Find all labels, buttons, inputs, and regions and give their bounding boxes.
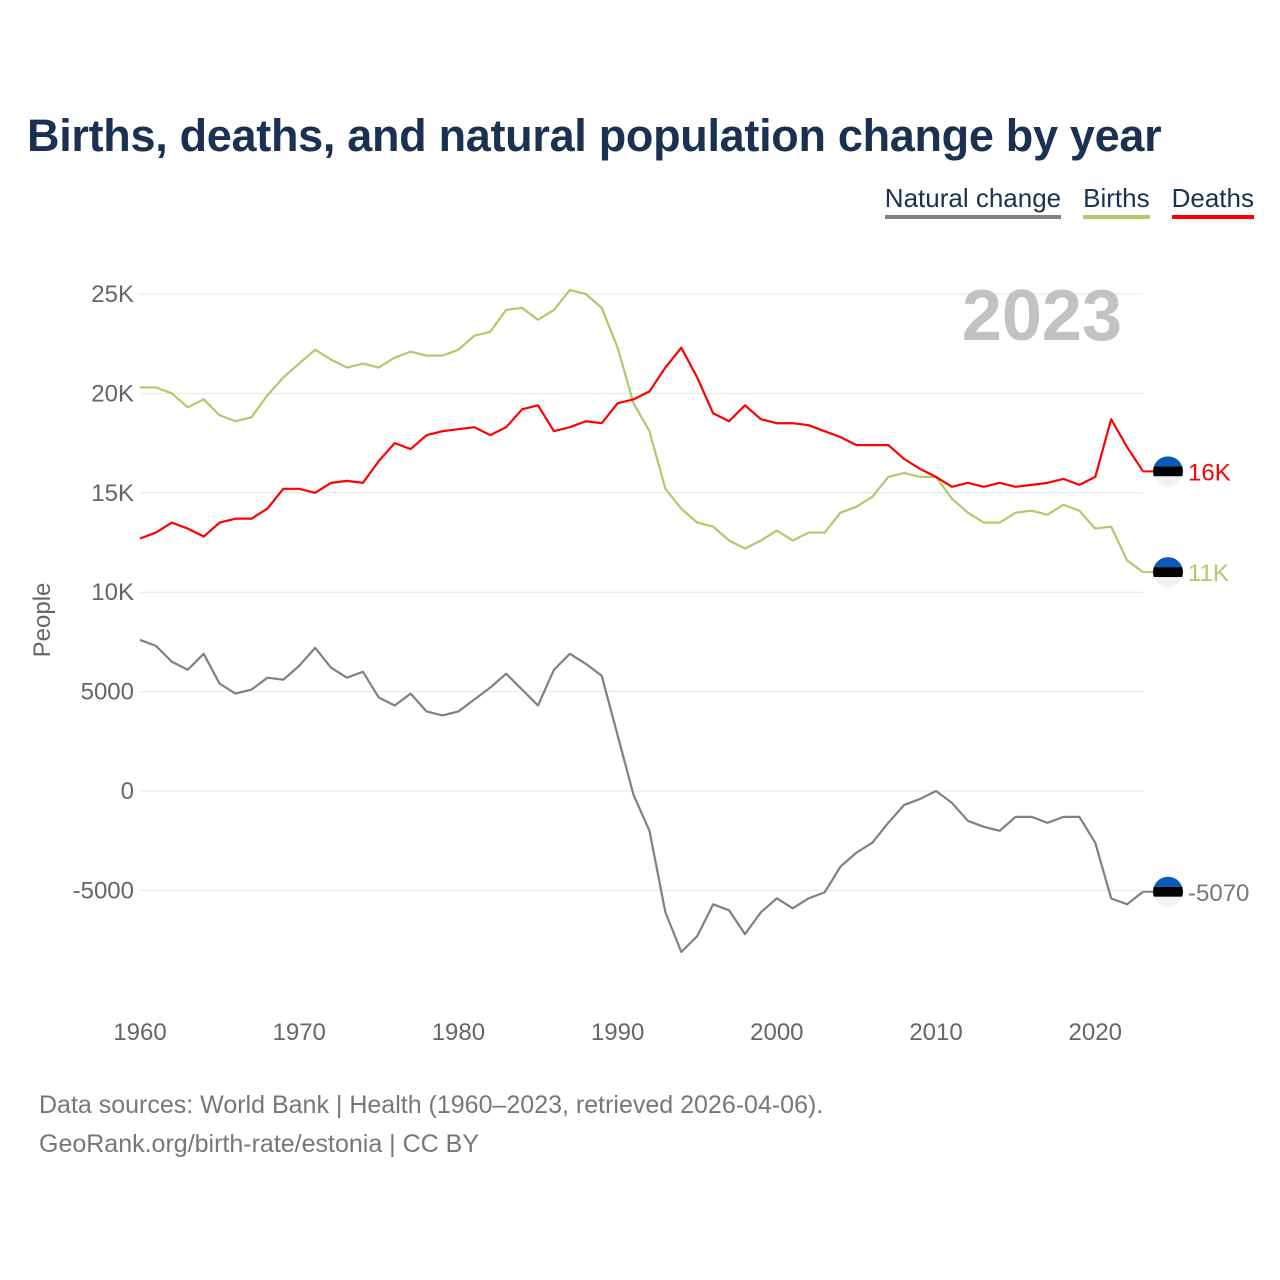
series-end-markers: -5070 11K 16K [1143,456,1249,907]
x-ticks: 1960 1970 1980 1990 2000 2010 2020 [113,1019,1122,1046]
footer: Data sources: World Bank | Health (1960–… [39,1086,823,1164]
end-label-births: 11K [1188,560,1229,587]
estonia-flag-icon [1153,456,1183,487]
x-tick-label: 1990 [591,1019,644,1046]
x-tick-label: 2000 [750,1019,803,1046]
flag-stripe [1153,466,1183,477]
x-tick-label: 1960 [113,1019,166,1046]
estonia-flag-icon [1153,557,1183,588]
chart-title: Births, deaths, and natural population c… [27,110,1162,161]
flag-stripe [1153,896,1183,907]
flag-stripe [1153,577,1183,588]
y-ticks: 25K 20K 15K 10K 5000 0 -5000 [73,281,134,904]
x-tick-label: 1970 [273,1019,326,1046]
gridlines [140,293,1143,891]
y-axis-label: People [29,583,56,658]
y-tick-label: 20K [91,380,134,407]
legend-deaths[interactable]: Deaths [1171,183,1254,219]
legend-natural-change[interactable]: Natural change [884,183,1062,219]
current-year-label: 2023 [962,276,1122,356]
y-tick-label: 15K [91,480,134,507]
line-deaths [139,346,1144,540]
flag-stripe [1153,876,1183,887]
legend: Natural change Births Deaths [884,183,1254,219]
flag-stripe [1153,567,1183,578]
y-tick-label: 0 [121,778,134,805]
estonia-flag-icon [1153,876,1183,907]
data-source-text: Data sources: World Bank | Health (1960–… [39,1091,824,1119]
flag-stripe [1153,456,1183,467]
line-natural-change [139,638,1144,954]
line-births [140,288,1144,574]
end-label-deaths: 16K [1188,459,1231,486]
x-tick-label: 1980 [432,1019,485,1046]
x-tick-label: 2020 [1069,1019,1122,1046]
y-tick-label: 25K [91,281,134,308]
y-tick-label: -5000 [73,877,134,904]
flag-stripe [1153,886,1183,897]
legend-births[interactable]: Births [1083,183,1150,219]
series-lines [139,288,1144,954]
y-tick-label: 5000 [81,679,134,706]
flag-stripe [1153,557,1183,568]
source-link[interactable]: GeoRank.org/birth-rate/estonia | CC BY [39,1130,480,1158]
end-label-natural-change: -5070 [1188,880,1249,907]
x-tick-label: 2010 [909,1019,962,1046]
y-tick-label: 10K [91,579,134,606]
flag-stripe [1153,476,1183,487]
